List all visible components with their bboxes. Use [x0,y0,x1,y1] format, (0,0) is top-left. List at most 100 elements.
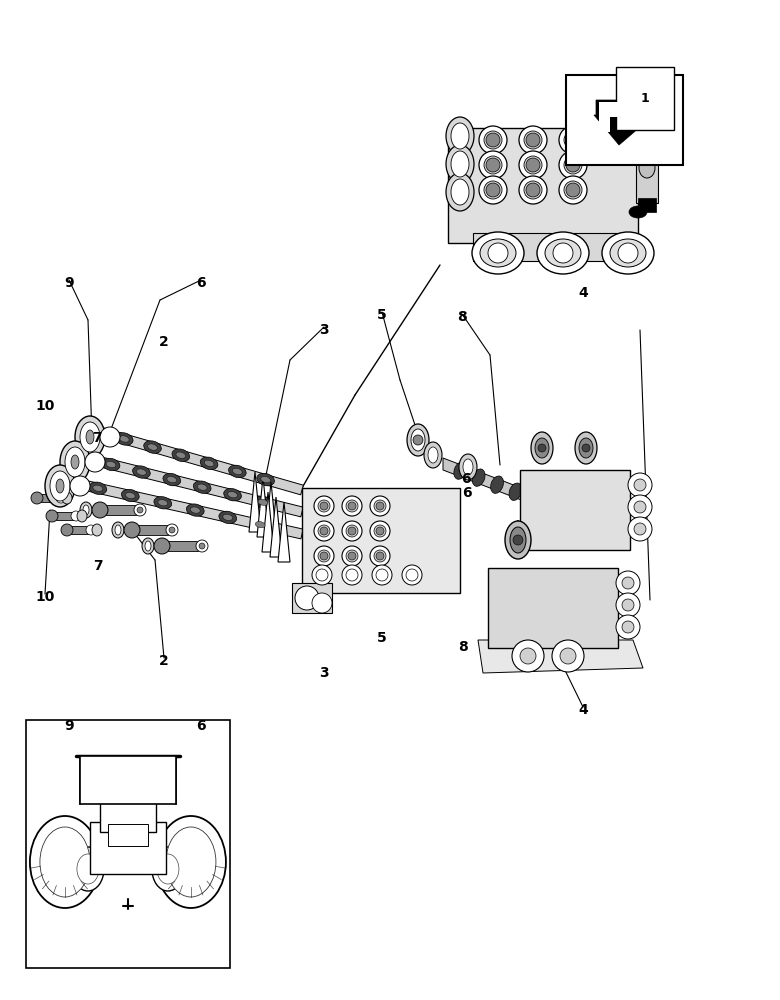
Ellipse shape [559,176,587,204]
Ellipse shape [154,497,172,509]
Ellipse shape [564,156,582,174]
Ellipse shape [531,432,553,464]
Ellipse shape [254,496,271,508]
Ellipse shape [40,827,90,897]
Circle shape [566,133,580,147]
Ellipse shape [224,489,242,501]
Bar [41,494,59,502]
Text: 6: 6 [197,719,206,733]
Circle shape [513,535,523,545]
Circle shape [628,517,652,541]
Ellipse shape [446,117,474,155]
Text: 9: 9 [64,276,74,290]
Ellipse shape [251,518,269,531]
Circle shape [376,502,384,510]
Ellipse shape [491,476,503,493]
Circle shape [634,523,646,535]
Circle shape [320,502,328,510]
Ellipse shape [428,447,438,463]
Bar [636,148,658,203]
Ellipse shape [119,436,129,442]
Bar [488,568,618,648]
Ellipse shape [318,500,330,512]
Text: 6: 6 [462,486,471,500]
Circle shape [526,183,540,197]
Ellipse shape [629,206,647,218]
Ellipse shape [346,525,358,537]
Bar [168,541,198,551]
Ellipse shape [346,550,358,562]
Ellipse shape [80,422,100,452]
Ellipse shape [75,416,105,458]
Ellipse shape [459,454,477,480]
Polygon shape [443,458,558,514]
Bar [56,512,74,520]
Ellipse shape [402,565,422,585]
Circle shape [46,510,58,522]
Circle shape [520,648,536,664]
Ellipse shape [77,510,87,522]
Circle shape [312,593,332,613]
Text: 6: 6 [461,472,471,486]
Circle shape [85,452,105,472]
Ellipse shape [30,816,100,908]
Ellipse shape [89,482,107,494]
Circle shape [56,493,66,503]
Polygon shape [599,102,620,132]
Circle shape [566,183,580,197]
Circle shape [616,615,640,639]
Circle shape [376,527,384,535]
Circle shape [346,569,358,581]
Ellipse shape [77,854,99,884]
Polygon shape [262,492,274,552]
Bar [566,75,682,165]
Ellipse shape [147,444,158,450]
Ellipse shape [255,522,265,528]
Circle shape [348,552,356,560]
Polygon shape [594,100,654,145]
Bar [448,128,638,243]
Circle shape [413,435,423,445]
Ellipse shape [204,460,214,467]
Ellipse shape [257,473,275,486]
Circle shape [486,183,500,197]
Circle shape [616,593,640,617]
Ellipse shape [72,847,104,891]
Ellipse shape [50,471,70,501]
Ellipse shape [446,145,474,183]
Ellipse shape [318,550,330,562]
Ellipse shape [115,433,133,445]
Circle shape [316,569,328,581]
Circle shape [71,511,81,521]
Circle shape [634,479,646,491]
Ellipse shape [472,232,524,274]
Circle shape [616,571,640,595]
Circle shape [512,640,544,672]
Ellipse shape [564,131,582,149]
Ellipse shape [484,131,502,149]
Ellipse shape [374,550,386,562]
Circle shape [552,640,584,672]
Polygon shape [69,477,303,539]
Ellipse shape [451,179,469,205]
Circle shape [320,527,328,535]
Circle shape [628,495,652,519]
Ellipse shape [346,500,358,512]
Circle shape [134,504,146,516]
Ellipse shape [559,151,587,179]
Circle shape [566,158,580,172]
Ellipse shape [463,459,473,475]
Ellipse shape [602,232,654,274]
Circle shape [376,552,384,560]
Ellipse shape [93,485,103,491]
Circle shape [61,524,73,536]
Ellipse shape [342,521,362,541]
Ellipse shape [564,181,582,199]
Ellipse shape [342,496,362,516]
Ellipse shape [163,473,181,486]
Ellipse shape [156,816,226,908]
Ellipse shape [537,232,589,274]
Ellipse shape [219,511,236,524]
Circle shape [166,524,178,536]
Ellipse shape [71,455,79,469]
